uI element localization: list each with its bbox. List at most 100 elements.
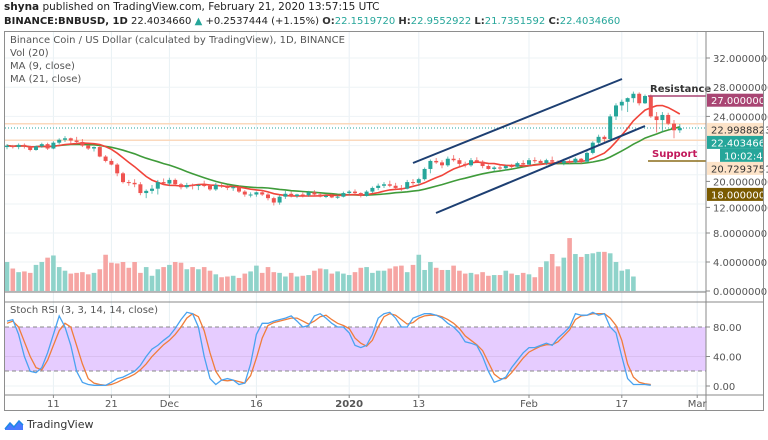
- candle-body[interactable]: [266, 194, 270, 199]
- candle-body[interactable]: [411, 182, 415, 184]
- candle-body[interactable]: [115, 164, 120, 174]
- candle-body[interactable]: [329, 195, 334, 198]
- candle-body[interactable]: [126, 182, 131, 184]
- candle-body[interactable]: [643, 95, 647, 104]
- candle-body[interactable]: [92, 147, 96, 149]
- candle-body[interactable]: [538, 160, 543, 164]
- candle-body[interactable]: [5, 145, 9, 148]
- legend-volume[interactable]: Vol (20): [10, 48, 49, 59]
- candle-body[interactable]: [208, 185, 212, 190]
- candle-body[interactable]: [579, 158, 584, 162]
- candle-body[interactable]: [561, 160, 566, 164]
- candle-body[interactable]: [585, 152, 589, 162]
- candle-body[interactable]: [602, 136, 607, 140]
- candle-body[interactable]: [68, 138, 73, 141]
- candle-body[interactable]: [387, 184, 392, 186]
- candle-body[interactable]: [225, 186, 230, 188]
- candle-body[interactable]: [573, 158, 578, 163]
- candle-body[interactable]: [74, 140, 79, 142]
- candle-body[interactable]: [103, 156, 108, 161]
- candle-body[interactable]: [300, 194, 305, 196]
- candle-body[interactable]: [521, 163, 526, 165]
- candle-body[interactable]: [625, 98, 630, 102]
- channel-lower-line[interactable]: [435, 125, 646, 214]
- candle-body[interactable]: [434, 160, 439, 163]
- candle-body[interactable]: [318, 194, 323, 197]
- candle-body[interactable]: [364, 191, 369, 196]
- legend-stoch-rsi[interactable]: Stoch RSI (3, 3, 14, 14, close): [10, 305, 158, 316]
- candle-body[interactable]: [596, 136, 601, 143]
- candle-body[interactable]: [277, 196, 282, 203]
- candle-body[interactable]: [509, 166, 514, 168]
- candle-body[interactable]: [637, 93, 642, 104]
- candle-body[interactable]: [260, 192, 265, 195]
- candle-body[interactable]: [399, 187, 404, 189]
- candle-body[interactable]: [382, 184, 386, 186]
- candle-body[interactable]: [155, 182, 160, 189]
- candle-body[interactable]: [492, 167, 497, 169]
- candle-body[interactable]: [173, 179, 178, 185]
- candle-body[interactable]: [428, 160, 433, 169]
- candle-body[interactable]: [358, 193, 363, 196]
- candle-body[interactable]: [144, 190, 149, 194]
- candle-body[interactable]: [498, 167, 502, 169]
- candle-body[interactable]: [283, 193, 288, 197]
- candle-body[interactable]: [567, 160, 572, 163]
- candle-body[interactable]: [677, 128, 682, 131]
- candle-body[interactable]: [324, 195, 328, 197]
- candle-body[interactable]: [515, 163, 520, 167]
- candle-body[interactable]: [167, 179, 172, 184]
- legend-ma21[interactable]: MA (21, close): [10, 74, 82, 85]
- candle-body[interactable]: [10, 145, 15, 148]
- candle-body[interactable]: [544, 160, 549, 164]
- candle-body[interactable]: [242, 191, 247, 195]
- candle-body[interactable]: [161, 182, 166, 184]
- candle-body[interactable]: [202, 185, 207, 187]
- candle-body[interactable]: [312, 192, 317, 195]
- candle-body[interactable]: [254, 192, 259, 195]
- candle-body[interactable]: [184, 185, 189, 188]
- candle-body[interactable]: [63, 138, 67, 140]
- candle-body[interactable]: [503, 166, 508, 169]
- candle-body[interactable]: [445, 158, 450, 166]
- candle-body[interactable]: [213, 185, 218, 190]
- candle-body[interactable]: [306, 192, 311, 196]
- candle-body[interactable]: [474, 160, 479, 162]
- candle-body[interactable]: [57, 139, 62, 143]
- candle-body[interactable]: [614, 105, 618, 117]
- candle-body[interactable]: [190, 185, 195, 187]
- candle-body[interactable]: [666, 114, 671, 124]
- candle-body[interactable]: [231, 187, 236, 189]
- candle-body[interactable]: [347, 191, 352, 194]
- candle-body[interactable]: [132, 182, 137, 185]
- candle-body[interactable]: [97, 147, 102, 157]
- candle-body[interactable]: [463, 163, 468, 166]
- candle-body[interactable]: [672, 123, 676, 131]
- candle-body[interactable]: [179, 184, 183, 188]
- candle-body[interactable]: [457, 160, 462, 164]
- candle-body[interactable]: [376, 185, 381, 188]
- candle-body[interactable]: [51, 142, 56, 149]
- candle-body[interactable]: [16, 144, 21, 148]
- candle-body[interactable]: [45, 144, 50, 149]
- candle-body[interactable]: [39, 144, 44, 147]
- candle-body[interactable]: [28, 146, 33, 150]
- candle-body[interactable]: [341, 193, 346, 197]
- candle-body[interactable]: [353, 191, 357, 194]
- tradingview-logo[interactable]: TradingView: [4, 418, 93, 431]
- candle-body[interactable]: [660, 114, 665, 121]
- candle-body[interactable]: [631, 93, 636, 99]
- candle-body[interactable]: [370, 187, 375, 192]
- candle-body[interactable]: [393, 185, 398, 188]
- candle-body[interactable]: [619, 101, 624, 106]
- candle-body[interactable]: [451, 158, 456, 161]
- candle-body[interactable]: [86, 145, 91, 149]
- candle-body[interactable]: [109, 160, 114, 165]
- candle-body[interactable]: [654, 116, 659, 121]
- candle-body[interactable]: [295, 194, 299, 196]
- candle-body[interactable]: [532, 160, 537, 162]
- candle-body[interactable]: [480, 161, 485, 167]
- candle-body[interactable]: [248, 194, 253, 196]
- legend-ma9[interactable]: MA (9, close): [10, 61, 75, 72]
